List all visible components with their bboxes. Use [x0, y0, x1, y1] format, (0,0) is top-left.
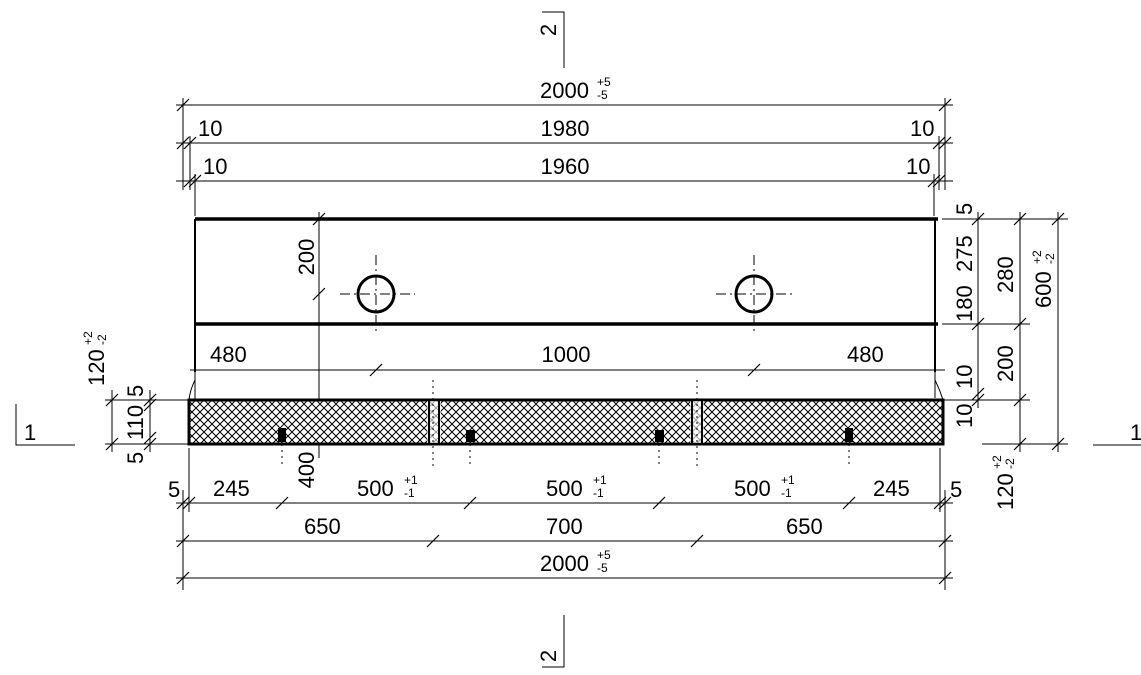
dim-right-a: 275	[952, 235, 977, 272]
dim-left-top: 120	[84, 349, 109, 386]
dim-b1-b-tol-minus: -1	[404, 486, 415, 500]
dim-overall-bottom-tol-minus: -5	[597, 561, 608, 575]
dim-left-b: 110	[123, 405, 148, 440]
hole-right	[716, 255, 792, 335]
dim-right-d: 200	[993, 345, 1018, 382]
dim-right-bottom-tol-minus: -2	[1003, 458, 1017, 469]
section-mark-top: 2	[536, 11, 565, 68]
dim-hole-right: 480	[847, 342, 884, 367]
right-dimensions: 5 275 180 280 200 10 10 600 +2 -2 120 +2…	[942, 203, 1068, 510]
dim-b1-c-tol-minus: -1	[593, 486, 604, 500]
bottom-dimensions: 5 245 500 +1 -1 500 +1 -1 500 +1 -1 245 …	[168, 448, 962, 590]
section-label-bottom: 2	[536, 650, 561, 662]
dim-b1-b-tol-plus: +1	[404, 473, 418, 487]
top-dimensions: 2000 +5 -5 10 1980 10 10 1960 10	[176, 75, 953, 216]
dim-hole-mid: 1000	[542, 342, 591, 367]
dim-right-top-gap: 5	[952, 203, 977, 215]
left-dimensions: 120 +2 -2 5 110 5	[81, 331, 190, 464]
dim-right-f: 10	[952, 404, 977, 428]
dim-hole-vertical: 200	[294, 239, 319, 276]
dim-left-top-tol-plus: +2	[81, 331, 95, 345]
dim-b1-c: 500	[546, 476, 583, 501]
dim-overall-top-tol-minus: -5	[597, 88, 608, 102]
dim-b1-d: 500	[734, 476, 771, 501]
dim-row3-mid: 1960	[541, 154, 590, 179]
dim-right-bottom: 120	[993, 473, 1018, 510]
section-mark-bottom: 2	[536, 615, 565, 668]
section-label-top: 2	[536, 24, 561, 36]
dim-b1-edge-left: 5	[168, 477, 180, 502]
dim-right-total: 600	[1031, 271, 1056, 308]
dim-b1-e: 245	[873, 476, 910, 501]
dim-bottom-vertical: 400	[294, 452, 319, 489]
dim-b2-b: 700	[546, 514, 583, 539]
section-label-left: 1	[24, 420, 36, 445]
dim-b2-c: 650	[786, 514, 823, 539]
dim-b1-b: 500	[357, 476, 394, 501]
dim-b1-edge-right: 5	[950, 477, 962, 502]
dim-right-total-tol-minus: -2	[1043, 253, 1057, 264]
dim-row2-right: 10	[910, 116, 934, 141]
dim-row3-left: 10	[203, 154, 227, 179]
dim-right-e: 10	[952, 365, 977, 389]
dim-left-top-tol-minus: -2	[95, 334, 109, 345]
section-label-right: 1	[1130, 420, 1141, 445]
dim-b2-a: 650	[304, 514, 341, 539]
section-mark-left: 1	[15, 404, 75, 446]
dim-right-c: 280	[993, 256, 1018, 293]
dim-row2-mid: 1980	[541, 116, 590, 141]
dim-right-bottom-tol-plus: +2	[990, 455, 1004, 469]
dim-vertical-hole: 200 400	[294, 212, 326, 489]
dim-b1-a: 245	[213, 476, 250, 501]
dim-b1-d-tol-plus: +1	[781, 473, 795, 487]
section-mark-right: 1	[1093, 420, 1141, 446]
dim-b1-d-tol-minus: -1	[781, 486, 792, 500]
dim-right-total-tol-plus: +2	[1030, 250, 1044, 264]
dim-overall-top: 2000	[540, 78, 589, 103]
dim-hole-left: 480	[210, 342, 247, 367]
hole-spacing-dims: 480 1000 480	[190, 342, 945, 377]
dim-b1-c-tol-plus: +1	[593, 473, 607, 487]
dim-right-b: 180	[952, 285, 977, 322]
dim-left-a: 5	[123, 385, 148, 397]
hatched-band	[187, 380, 945, 466]
dim-overall-bottom: 2000	[540, 551, 589, 576]
hole-left	[340, 255, 415, 335]
dim-left-c: 5	[123, 452, 148, 464]
dim-overall-top-tol-plus: +5	[597, 75, 611, 89]
dim-overall-bottom-tol-plus: +5	[597, 548, 611, 562]
dim-row2-left: 10	[198, 116, 222, 141]
dim-row3-right: 10	[906, 154, 930, 179]
